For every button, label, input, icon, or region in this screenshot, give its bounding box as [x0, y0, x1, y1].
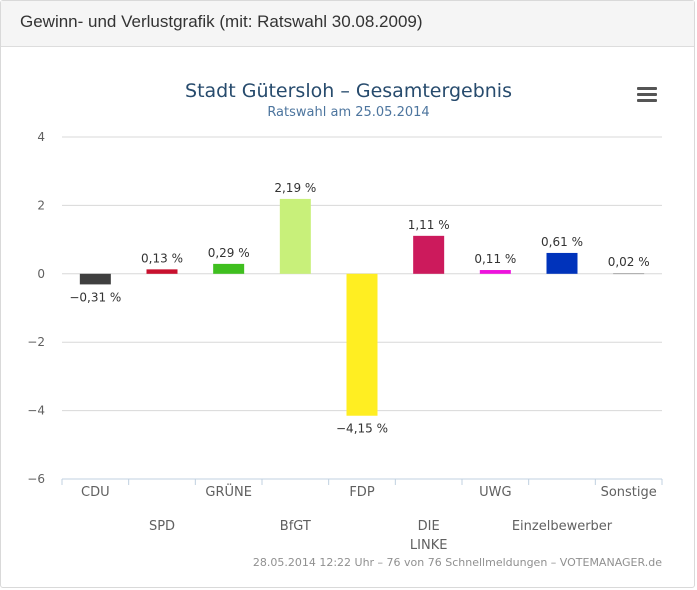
y-tick-label: 2: [37, 198, 45, 212]
data-label: 1,11 %: [408, 218, 450, 232]
chart-subtitle: Ratswahl am 25.05.2014: [267, 105, 430, 120]
x-tick-label: UWG: [479, 485, 511, 500]
panel-title: Gewinn- und Verlustgrafik (mit: Ratswahl…: [20, 12, 423, 31]
chart-credits[interactable]: 28.05.2014 12:22 Uhr – 76 von 76 Schnell…: [252, 556, 662, 569]
data-label: 0,02 %: [608, 255, 650, 269]
x-tick-label: CDU: [81, 485, 110, 500]
bar-uwg: [479, 270, 511, 274]
data-label: 2,19 %: [274, 181, 316, 195]
y-tick-label: −4: [27, 404, 45, 418]
data-label: 0,11 %: [474, 252, 516, 266]
bar-sonstige: [613, 273, 645, 275]
panel-heading: Gewinn- und Verlustgrafik (mit: Ratswahl…: [1, 1, 694, 47]
bar-die-linke: [413, 235, 445, 274]
y-tick-label: −2: [27, 335, 45, 349]
bar-einzelbewerber: [546, 252, 578, 274]
data-label: −0,31 %: [69, 290, 121, 304]
chart-title: Stadt Gütersloh – Gesamtergebnis: [185, 80, 512, 102]
data-label: 0,61 %: [541, 235, 583, 249]
x-tick-label: Sonstige: [601, 485, 657, 500]
data-label: −4,15 %: [336, 422, 388, 436]
chart-menu-button[interactable]: [634, 84, 660, 106]
bar-cdu: [79, 273, 111, 285]
bar-bfgt: [279, 198, 311, 274]
x-tick-label: FDP: [349, 485, 374, 500]
x-tick-label: Einzelbewerber: [512, 519, 613, 534]
y-tick-label: 0: [37, 267, 45, 281]
bar-spd: [146, 269, 178, 274]
hamburger-menu-icon: [637, 87, 657, 90]
x-tick-label: BfGT: [280, 519, 311, 534]
bar-fdp: [346, 273, 378, 416]
y-tick-label: −6: [27, 472, 45, 486]
y-tick-label: 4: [37, 130, 45, 144]
data-label: 0,13 %: [141, 251, 183, 265]
data-label: 0,29 %: [208, 246, 250, 260]
x-tick-label: DIE LINKE: [410, 519, 448, 553]
x-tick-label: SPD: [149, 519, 175, 534]
bar-grüne: [213, 263, 245, 274]
x-tick-label: GRÜNE: [205, 483, 252, 500]
